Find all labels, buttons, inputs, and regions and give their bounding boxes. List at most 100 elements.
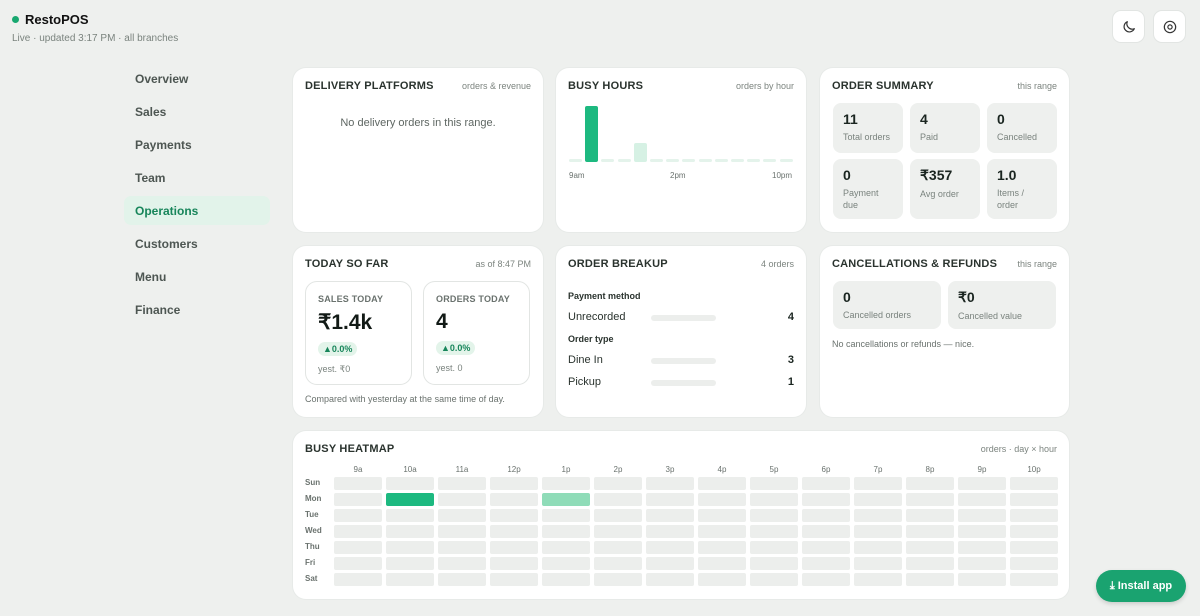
heatmap-cell [646,509,694,522]
heatmap-cell [438,525,486,538]
card-title: TODAY SO FAR [305,258,389,270]
heatmap-cell [958,525,1006,538]
stat-label: SALES TODAY [318,294,384,304]
heatmap-cell [750,541,798,554]
hour-bar-empty [779,159,793,162]
heatmap-hour-label: 10a [403,465,417,474]
tile-value: 4 [920,111,928,127]
heatmap-cell [802,541,850,554]
heatmap-cell [334,493,382,506]
heatmap-cell [698,493,746,506]
nav-item-finance[interactable]: Finance [135,302,181,317]
card-title: BUSY HOURS [568,80,644,92]
heatmap-cell [334,525,382,538]
row-bar [651,358,716,364]
heatmap-cell [802,525,850,538]
heatmap-cell [542,477,590,490]
breakup-row: Dine In 3 [568,354,794,368]
moon-icon [1123,20,1135,32]
heatmap-cell [386,573,434,586]
heatmap-cell [802,557,850,570]
theme-toggle-button[interactable] [1112,10,1145,43]
nav-item-operations[interactable]: Operations [124,196,270,225]
sales-today-box: SALES TODAY ₹1.4k ▲0.0% yest. ₹0 [305,281,412,385]
nav-item-menu[interactable]: Menu [135,269,167,284]
tile-label: Cancelled [997,132,1038,142]
heatmap-cell [854,573,902,586]
tile-value: ₹0 [958,289,975,305]
heatmap-cell [386,493,434,506]
heatmap-cell [802,493,850,506]
settings-button[interactable] [1153,10,1186,43]
heatmap-cell [646,477,694,490]
delivery-platforms-card: DELIVERY PLATFORMS orders & revenue No d… [293,68,543,232]
heatmap-cell [334,557,382,570]
busy-hours-chart [569,102,795,162]
stat-value: ₹1.4k [318,311,373,334]
tile-value: 0 [997,111,1005,127]
hour-bar-empty [569,159,582,162]
app-subtitle: Live · updated 3:17 PM · all branches [12,33,179,44]
heatmap-cell [646,557,694,570]
row-bar [651,380,716,386]
tile-value: 11 [843,111,858,127]
today-so-far-card: TODAY SO FAR as of 8:47 PM SALES TODAY ₹… [293,246,543,417]
install-app-button[interactable]: ⤓ Install app [1096,570,1186,602]
heatmap-day-label: Sun [305,478,321,487]
card-meta: this range [1017,81,1057,91]
heatmap-cell [1010,477,1058,490]
heatmap-cell [698,525,746,538]
nav-item-team[interactable]: Team [135,170,166,185]
orders-today-box: ORDERS TODAY 4 ▲0.0% yest. 0 [423,281,530,385]
cancellations-card: CANCELLATIONS & REFUNDS this range 0 Can… [820,246,1069,417]
tile-label: Items / order [997,188,1025,210]
heatmap-cell [750,493,798,506]
hour-bar [633,143,647,162]
heatmap-cell [958,541,1006,554]
breakup-row: Pickup 1 [568,376,794,390]
tile-label: Cancelled orders [843,310,912,320]
heatmap-cell [958,477,1006,490]
heatmap-cell [698,509,746,522]
heatmap-cell [542,493,590,506]
row-value: 4 [787,311,794,323]
breakup-row: Unrecorded 4 [568,311,794,325]
cancelled-value-tile: ₹0 Cancelled value [948,281,1056,329]
heatmap-day-label: Tue [305,510,319,519]
heatmap-cell [490,493,538,506]
hour-bar-empty [601,159,615,162]
summary-tile: 11 Total orders [833,103,903,153]
nav-item-payments[interactable]: Payments [135,137,192,152]
hour-bar-empty [747,159,761,162]
heatmap-cell [438,573,486,586]
nav-item-sales[interactable]: Sales [135,104,167,119]
heatmap-cell [958,509,1006,522]
heatmap-day-label: Thu [305,542,320,551]
heatmap-cell [438,509,486,522]
heatmap-hour-label: 8p [925,465,935,474]
hour-bar-empty [617,159,631,162]
tile-value: 1.0 [997,167,1017,183]
heatmap-day-label: Fri [305,558,316,567]
order-summary-card: ORDER SUMMARY this range 11 Total orders… [820,68,1069,232]
heatmap-hour-label: 5p [769,465,779,474]
nav-item-customers[interactable]: Customers [135,236,198,251]
heatmap-cell [438,557,486,570]
cancelled-orders-tile: 0 Cancelled orders [833,281,941,329]
heatmap-cell [334,541,382,554]
heatmap-cell [906,541,954,554]
heatmap-day-label: Mon [305,494,322,503]
heatmap-cell [490,573,538,586]
heatmap-cell [906,573,954,586]
hour-bar [585,106,599,162]
heatmap-cell [958,573,1006,586]
heatmap-cell [386,541,434,554]
hour-bar-empty [763,159,777,162]
nav-item-overview[interactable]: Overview [135,71,189,86]
heatmap-day-label: Sat [305,574,318,583]
app-title: RestoPOS [25,12,89,27]
tile-label: Avg order [920,189,959,199]
row-label: Unrecorded [568,311,626,323]
heatmap-cell [386,525,434,538]
heatmap-cell [542,509,590,522]
